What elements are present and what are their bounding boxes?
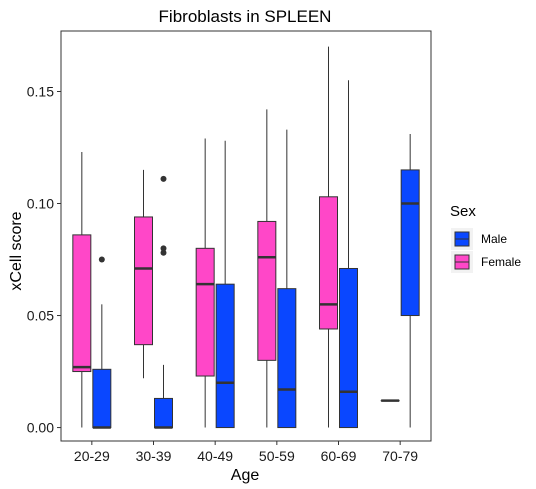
- x-tick-label: 60-69: [321, 448, 357, 464]
- box-female-50-59: [257, 109, 277, 428]
- y-tick-label: 0.10: [27, 196, 54, 212]
- box-male-50-59: [277, 129, 297, 429]
- box-layer: [72, 46, 420, 429]
- box-body: [319, 196, 338, 330]
- outlier-point: [160, 175, 167, 182]
- y-axis: 0.00 0.05 0.10 0.15: [27, 83, 61, 436]
- plot-panel-border: [60, 30, 432, 442]
- box-body: [400, 169, 420, 317]
- box-body: [257, 220, 277, 361]
- x-tick-label: 40-49: [197, 448, 233, 464]
- box-body: [277, 288, 297, 429]
- box-body: [134, 216, 153, 346]
- x-tick-label: 20-29: [74, 448, 110, 464]
- y-tick-label: 0.00: [27, 420, 54, 436]
- legend-label-female: Female: [481, 255, 521, 269]
- x-tick-label: 30-39: [136, 448, 172, 464]
- legend-title: Sex: [450, 203, 476, 220]
- box-body: [92, 368, 112, 429]
- box-body: [195, 247, 215, 377]
- y-axis-title: xCell score: [8, 211, 25, 290]
- outlier-point: [160, 245, 167, 252]
- box-body: [339, 267, 358, 429]
- box-male-30-39: [154, 175, 173, 429]
- x-axis: 20-29 30-39 40-49 50-59 60-69 70-79: [74, 441, 418, 464]
- chart-title: Fibroblasts in SPLEEN: [159, 7, 332, 26]
- box-male-40-49: [215, 140, 235, 429]
- box-male-70-79: [400, 134, 420, 428]
- outlier-point: [160, 249, 167, 256]
- box-body: [215, 283, 235, 429]
- box-male-20-29: [92, 256, 112, 429]
- x-tick-label: 50-59: [259, 448, 295, 464]
- x-tick-label: 70-79: [382, 448, 418, 464]
- box-female-40-49: [195, 138, 215, 428]
- x-axis-title: Age: [231, 467, 260, 484]
- outlier-point: [98, 256, 105, 263]
- box-body: [72, 234, 92, 373]
- y-tick-label: 0.15: [27, 83, 54, 99]
- legend-label-male: Male: [481, 232, 507, 246]
- legend: Sex Male Female: [450, 203, 521, 273]
- box-female-20-29: [72, 151, 92, 428]
- box-male-60-69: [339, 80, 358, 429]
- box-female-60-69: [319, 46, 338, 428]
- box-female-30-39: [134, 169, 153, 379]
- y-tick-label: 0.05: [27, 308, 54, 324]
- box-body: [154, 397, 173, 429]
